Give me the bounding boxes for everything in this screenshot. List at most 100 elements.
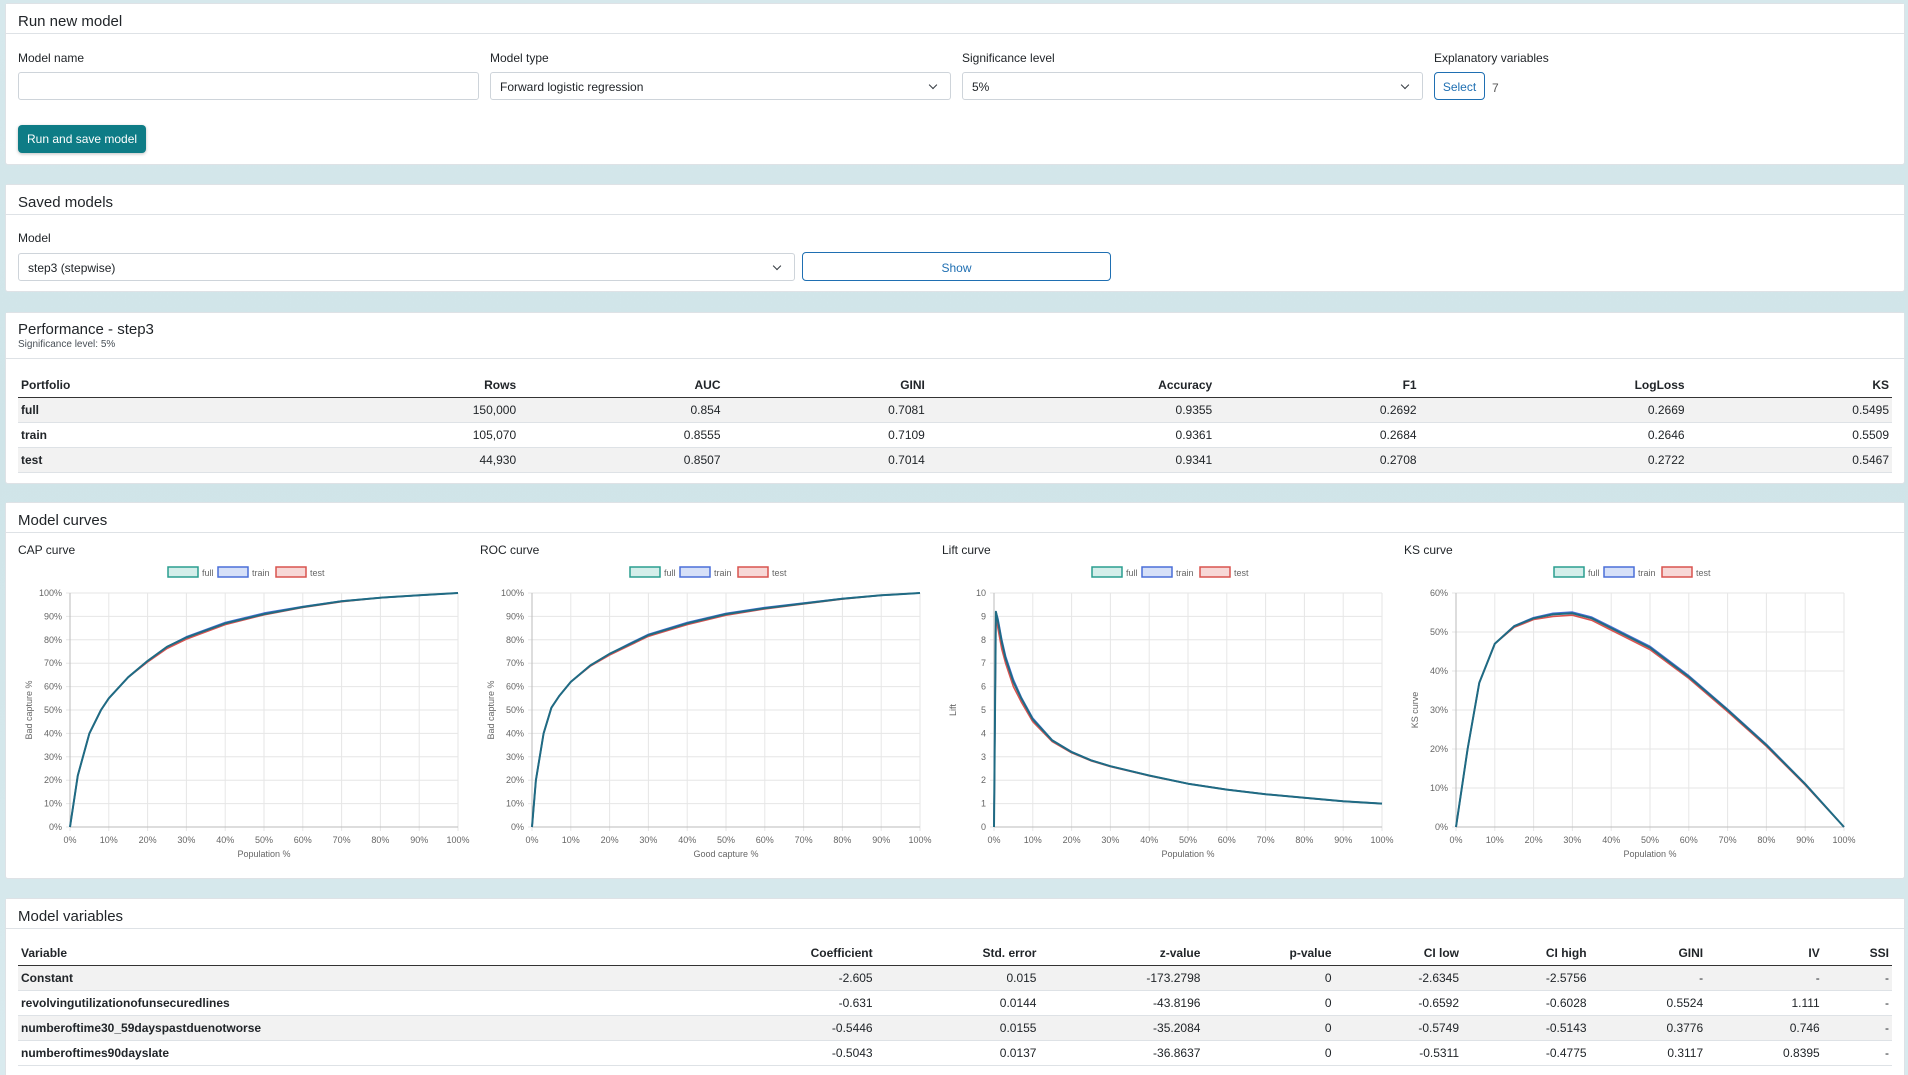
y-tick-label: 20%	[1430, 744, 1448, 754]
significance-select[interactable]: 5%	[962, 72, 1423, 100]
variables-cell: -	[1822, 965, 1892, 991]
variables-cell: -	[1822, 1015, 1892, 1041]
variables-header-coefficient: Coefficient	[689, 941, 876, 966]
x-tick-label: 100%	[446, 835, 469, 845]
y-tick-label: 60%	[1430, 588, 1448, 598]
performance-cell: 0.2722	[1419, 447, 1688, 473]
x-tick-label: 80%	[833, 835, 851, 845]
run-model-title: Run new model	[6, 4, 1904, 34]
x-tick-label: 60%	[1218, 835, 1236, 845]
performance-cell: 0.5467	[1687, 447, 1892, 473]
y-tick-label: 8	[981, 635, 986, 645]
y-tick-label: 20%	[506, 775, 524, 785]
x-tick-label: 60%	[1680, 835, 1698, 845]
performance-cell: 0.2708	[1215, 447, 1420, 473]
legend-swatch-full	[1091, 566, 1123, 578]
variables-header-std-error: Std. error	[875, 941, 1040, 966]
performance-cell: full	[18, 397, 283, 423]
variables-cell: -	[1589, 965, 1707, 991]
variables-cell: -0.631	[689, 990, 876, 1016]
variables-cell: -	[1822, 990, 1892, 1016]
x-tick-label: 70%	[333, 835, 351, 845]
x-tick-label: 80%	[1295, 835, 1313, 845]
y-tick-label: 10%	[1430, 783, 1448, 793]
legend-label-full: full	[664, 568, 676, 578]
chart-title: CAP curve	[18, 543, 76, 557]
variables-cell: -0.4775	[1462, 1040, 1590, 1066]
variables-cell: numberoftimes90dayslate	[18, 1040, 690, 1066]
performance-cell: 0.2669	[1419, 397, 1688, 423]
variables-header-ci-low: CI low	[1334, 941, 1463, 966]
legend-label-full: full	[1126, 568, 1138, 578]
series-line-full	[993, 610, 1383, 828]
performance-cell: 0.9361	[927, 422, 1216, 448]
variables-header-gini: GINI	[1589, 941, 1707, 966]
chart-title: Lift curve	[942, 543, 991, 557]
chart-cap-curve: CAP curve full train test 0% 10% 20% 30% 40% 50% 6…	[18, 543, 473, 863]
performance-cell: 0.7081	[723, 397, 928, 423]
chart-title: KS curve	[1404, 543, 1453, 557]
x-tick-label: 100%	[908, 835, 931, 845]
performance-cell: 105,070	[282, 422, 520, 448]
x-tick-label: 90%	[1334, 835, 1352, 845]
x-tick-label: 80%	[1757, 835, 1775, 845]
variables-cell: -0.6028	[1462, 990, 1590, 1016]
model-variables-card: Model variables Variable Coefficient Std. …	[5, 898, 1905, 1075]
y-tick-label: 10%	[44, 799, 62, 809]
x-axis-label: Population %	[237, 849, 290, 859]
performance-row: train 105,070 0.8555 0.7109 0.9361 0.2684 0.26…	[18, 422, 1892, 448]
run-model-card: Run new model Model name Model type Forw…	[5, 3, 1905, 165]
x-tick-label: 90%	[410, 835, 428, 845]
select-variables-button[interactable]: Select	[1434, 72, 1485, 100]
model-variables-title: Model variables	[6, 899, 1904, 929]
variables-cell: -2.6345	[1334, 965, 1463, 991]
performance-header-rows: Rows	[282, 373, 520, 398]
x-tick-label: 20%	[601, 835, 619, 845]
saved-model-select[interactable]: step3 (stepwise)	[18, 253, 795, 281]
show-button[interactable]: Show	[802, 252, 1111, 281]
performance-header-ks: KS	[1687, 373, 1892, 398]
performance-cell: 0.5495	[1687, 397, 1892, 423]
x-tick-label: 30%	[177, 835, 195, 845]
model-type-select[interactable]: Forward logistic regression	[490, 72, 951, 100]
y-tick-label: 30%	[44, 752, 62, 762]
y-tick-label: 0%	[1435, 822, 1448, 832]
legend-swatch-full	[629, 566, 661, 578]
x-tick-label: 80%	[371, 835, 389, 845]
legend-label-test: test	[772, 568, 787, 578]
performance-cell: 0.8555	[519, 422, 724, 448]
legend-swatch-test	[1661, 566, 1693, 578]
y-tick-label: 50%	[506, 705, 524, 715]
variables-cell: -43.8196	[1039, 990, 1204, 1016]
x-tick-label: 70%	[795, 835, 813, 845]
performance-cell: 44,930	[282, 447, 520, 473]
series-line-full	[531, 592, 921, 828]
y-tick-label: 50%	[1430, 627, 1448, 637]
y-tick-label: 100%	[39, 588, 62, 598]
variables-cell: 0.746	[1706, 1015, 1823, 1041]
performance-cell: 0.9355	[927, 397, 1216, 423]
x-tick-label: 0%	[1449, 835, 1462, 845]
variables-cell: 0.0137	[875, 1040, 1040, 1066]
y-tick-label: 40%	[1430, 666, 1448, 676]
y-tick-label: 7	[981, 658, 986, 668]
legend-swatch-train	[1141, 566, 1173, 578]
performance-header-logloss: LogLoss	[1419, 373, 1688, 398]
x-tick-label: 10%	[100, 835, 118, 845]
y-tick-label: 30%	[1430, 705, 1448, 715]
x-tick-label: 40%	[678, 835, 696, 845]
x-tick-label: 10%	[1486, 835, 1504, 845]
variables-cell: 0.3776	[1589, 1015, 1707, 1041]
model-name-input[interactable]	[18, 72, 479, 100]
explanatory-count: 7	[1492, 81, 1499, 95]
variables-cell: -35.2084	[1039, 1015, 1204, 1041]
legend-label-train: train	[1638, 568, 1656, 578]
run-save-model-button[interactable]: Run and save model	[18, 125, 147, 153]
performance-cell: 0.7109	[723, 422, 928, 448]
x-tick-label: 50%	[255, 835, 273, 845]
y-tick-label: 60%	[506, 682, 524, 692]
saved-models-title: Saved models	[6, 185, 1904, 215]
variables-cell: -0.6592	[1334, 990, 1463, 1016]
legend-swatch-test	[737, 566, 769, 578]
chart-lift-curve: Lift curve full train test 0% 10% 20% 30% 40% 50%…	[942, 543, 1397, 863]
